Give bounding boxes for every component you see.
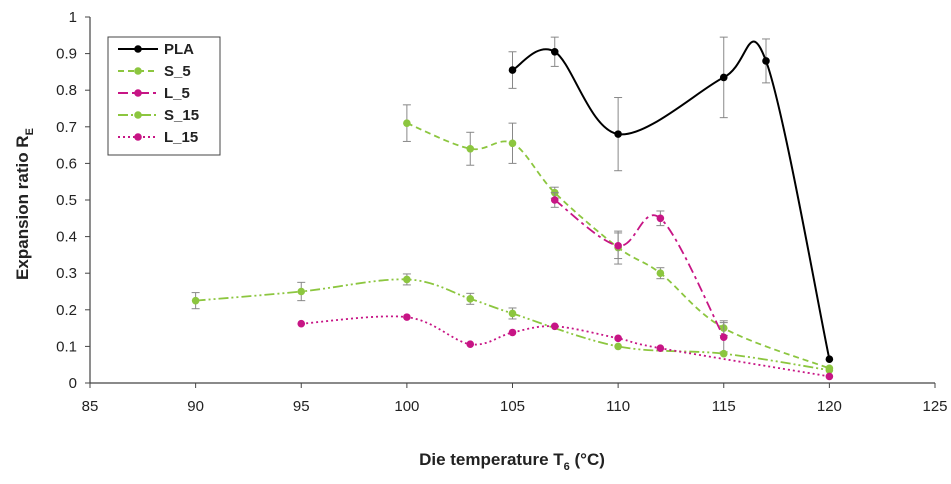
y-tick-label: 0: [69, 375, 77, 392]
series-line: [511, 40, 831, 360]
data-point: [508, 309, 517, 318]
data-point: [614, 241, 622, 250]
data-point: [466, 295, 475, 303]
x-tick-label: 115: [712, 398, 736, 415]
x-tick-label: 105: [500, 398, 525, 415]
y-tick-label: 0.7: [56, 119, 77, 136]
series-pla: [508, 36, 834, 364]
legend-label: PLA: [164, 41, 194, 58]
data-point: [508, 66, 517, 74]
y-tick-label: 0.5: [56, 192, 77, 209]
legend-marker: [134, 45, 142, 53]
legend-marker: [134, 67, 142, 75]
data-point: [614, 334, 622, 343]
legend-box: [107, 36, 221, 156]
legend-label: L_15: [164, 129, 198, 146]
data-point: [191, 296, 200, 305]
data-point: [656, 269, 665, 278]
x-tick-label: 120: [817, 398, 842, 415]
series-layer: [191, 36, 834, 381]
x-tick-label: 85: [82, 398, 99, 415]
legend-label: L_5: [164, 85, 190, 102]
series-l-5: [550, 192, 728, 353]
ticks: 85 90 95 100 105 110 115 120 125 0 0.1 0.2 0.3 0.4 0.5…: [56, 9, 947, 415]
data-point: [508, 328, 517, 337]
data-point: [719, 73, 728, 82]
y-tick-label: 0.4: [56, 229, 77, 246]
x-tick-label: 90: [187, 398, 204, 415]
data-point: [550, 322, 559, 331]
y-tick-label: 0.2: [56, 302, 77, 319]
data-point: [656, 344, 665, 353]
y-tick-label: 0.3: [56, 265, 77, 282]
legend-marker: [134, 111, 142, 119]
legend-item: PLA: [118, 41, 194, 58]
x-axis-title: Die temperature T6 (°C): [419, 450, 605, 473]
data-point: [614, 130, 622, 138]
data-point: [466, 144, 475, 153]
y-tick-label: 1: [69, 9, 77, 26]
data-point: [508, 139, 517, 148]
legend-item: L_15: [118, 129, 198, 146]
series-l-15: [297, 313, 834, 381]
x-tick-label: 100: [394, 398, 419, 415]
data-point: [825, 372, 834, 381]
legend-label: S_5: [164, 63, 191, 80]
x-tick-label: 95: [293, 398, 310, 415]
series-line: [554, 199, 725, 338]
data-point: [614, 342, 622, 351]
data-point: [403, 119, 411, 127]
data-point: [297, 287, 306, 296]
series-line: [301, 315, 830, 378]
legend: PLA S_5 L_5 S_15 L_15: [107, 36, 221, 156]
y-tick-label: 0.1: [56, 338, 77, 355]
data-point: [656, 214, 665, 223]
data-point: [403, 275, 411, 284]
x-tick-label: 125: [922, 398, 947, 415]
data-point: [550, 47, 559, 56]
legend-item: L_5: [118, 85, 190, 102]
series-s-15: [191, 273, 834, 374]
legend-label: S_15: [164, 107, 199, 124]
y-tick-label: 0.9: [56, 46, 77, 63]
x-tick-label: 110: [606, 398, 630, 415]
data-point: [762, 57, 770, 65]
data-point: [466, 340, 475, 349]
data-point: [719, 333, 728, 342]
y-tick-label: 0.8: [56, 82, 77, 99]
y-tick-label: 0.6: [56, 155, 77, 172]
data-point: [403, 313, 411, 321]
legend-item: S_5: [118, 63, 191, 80]
legend-marker: [134, 89, 142, 97]
legend-item: S_15: [118, 107, 199, 124]
data-point: [825, 366, 834, 374]
data-point: [825, 355, 834, 364]
data-point: [297, 319, 306, 328]
series-line: [195, 278, 830, 372]
y-axis-title: Expansion ratio RE: [13, 128, 36, 280]
legend-marker: [134, 133, 142, 141]
data-point: [719, 349, 728, 358]
data-point: [550, 196, 559, 204]
